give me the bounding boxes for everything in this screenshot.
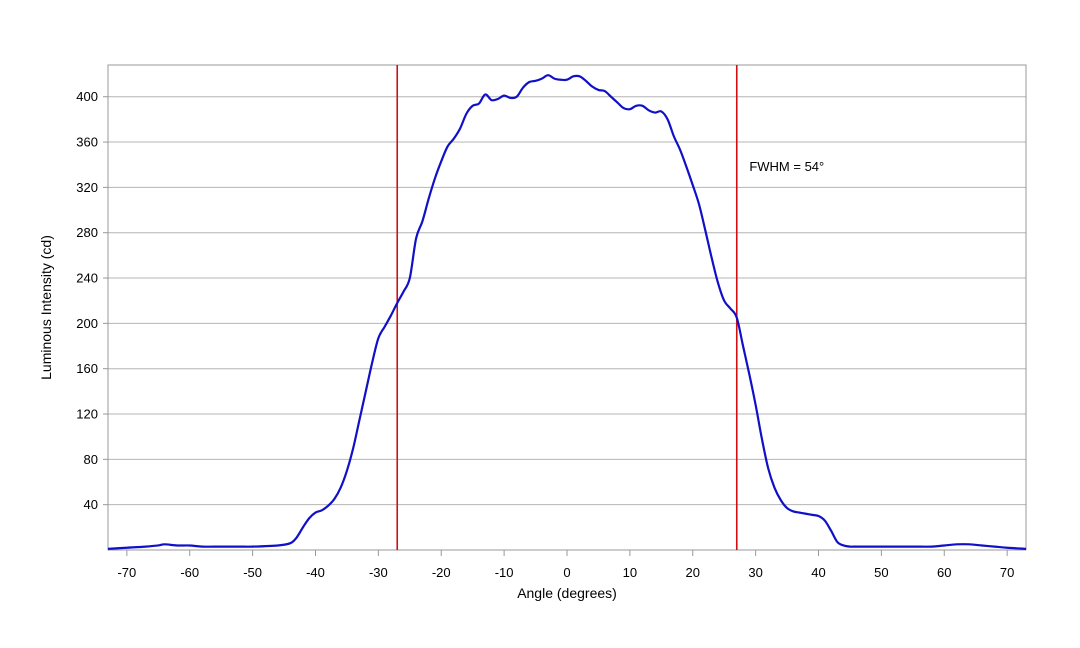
y-tick-label: 80 (84, 452, 98, 467)
y-tick-label: 240 (76, 271, 98, 286)
fwhm-annotation: FWHM = 54° (749, 159, 824, 174)
x-tick-label: 10 (623, 565, 637, 580)
x-tick-label: 70 (1000, 565, 1014, 580)
plot-frame (107, 64, 1027, 551)
x-tick-label: -30 (369, 565, 388, 580)
y-tick-label: 360 (76, 135, 98, 150)
x-axis-ticks: -70 -60 -50 -40 -30 -20 -10 0 10 20 30 40 50 60 70 (117, 550, 1014, 580)
y-tick-label: 120 (76, 407, 98, 422)
y-tick-label: 160 (76, 361, 98, 376)
y-tick-label: 400 (76, 89, 98, 104)
y-axis-title: Luminous Intensity (cd) (38, 235, 54, 380)
x-tick-label: 50 (874, 565, 888, 580)
x-tick-label: 40 (811, 565, 825, 580)
x-tick-label: -60 (180, 565, 199, 580)
y-tick-label: 280 (76, 225, 98, 240)
fwhm-markers (396, 65, 738, 550)
x-tick-label: -70 (117, 565, 136, 580)
x-tick-label: 60 (937, 565, 951, 580)
y-tick-label: 200 (76, 316, 98, 331)
x-tick-label: -10 (495, 565, 514, 580)
x-tick-label: 0 (563, 565, 570, 580)
y-tick-label: 40 (84, 497, 98, 512)
x-tick-label: -50 (243, 565, 262, 580)
y-tick-label: 320 (76, 180, 98, 195)
x-axis-title: Angle (degrees) (517, 585, 617, 601)
intensity-curve (107, 74, 1027, 550)
horizontal-gridlines (108, 96, 1026, 506)
x-tick-label: 30 (748, 565, 762, 580)
x-tick-label: 20 (686, 565, 700, 580)
x-tick-label: -20 (432, 565, 451, 580)
y-axis-ticks: 40 80 120 160 200 240 280 320 360 400 (76, 89, 108, 512)
x-tick-label: -40 (306, 565, 325, 580)
